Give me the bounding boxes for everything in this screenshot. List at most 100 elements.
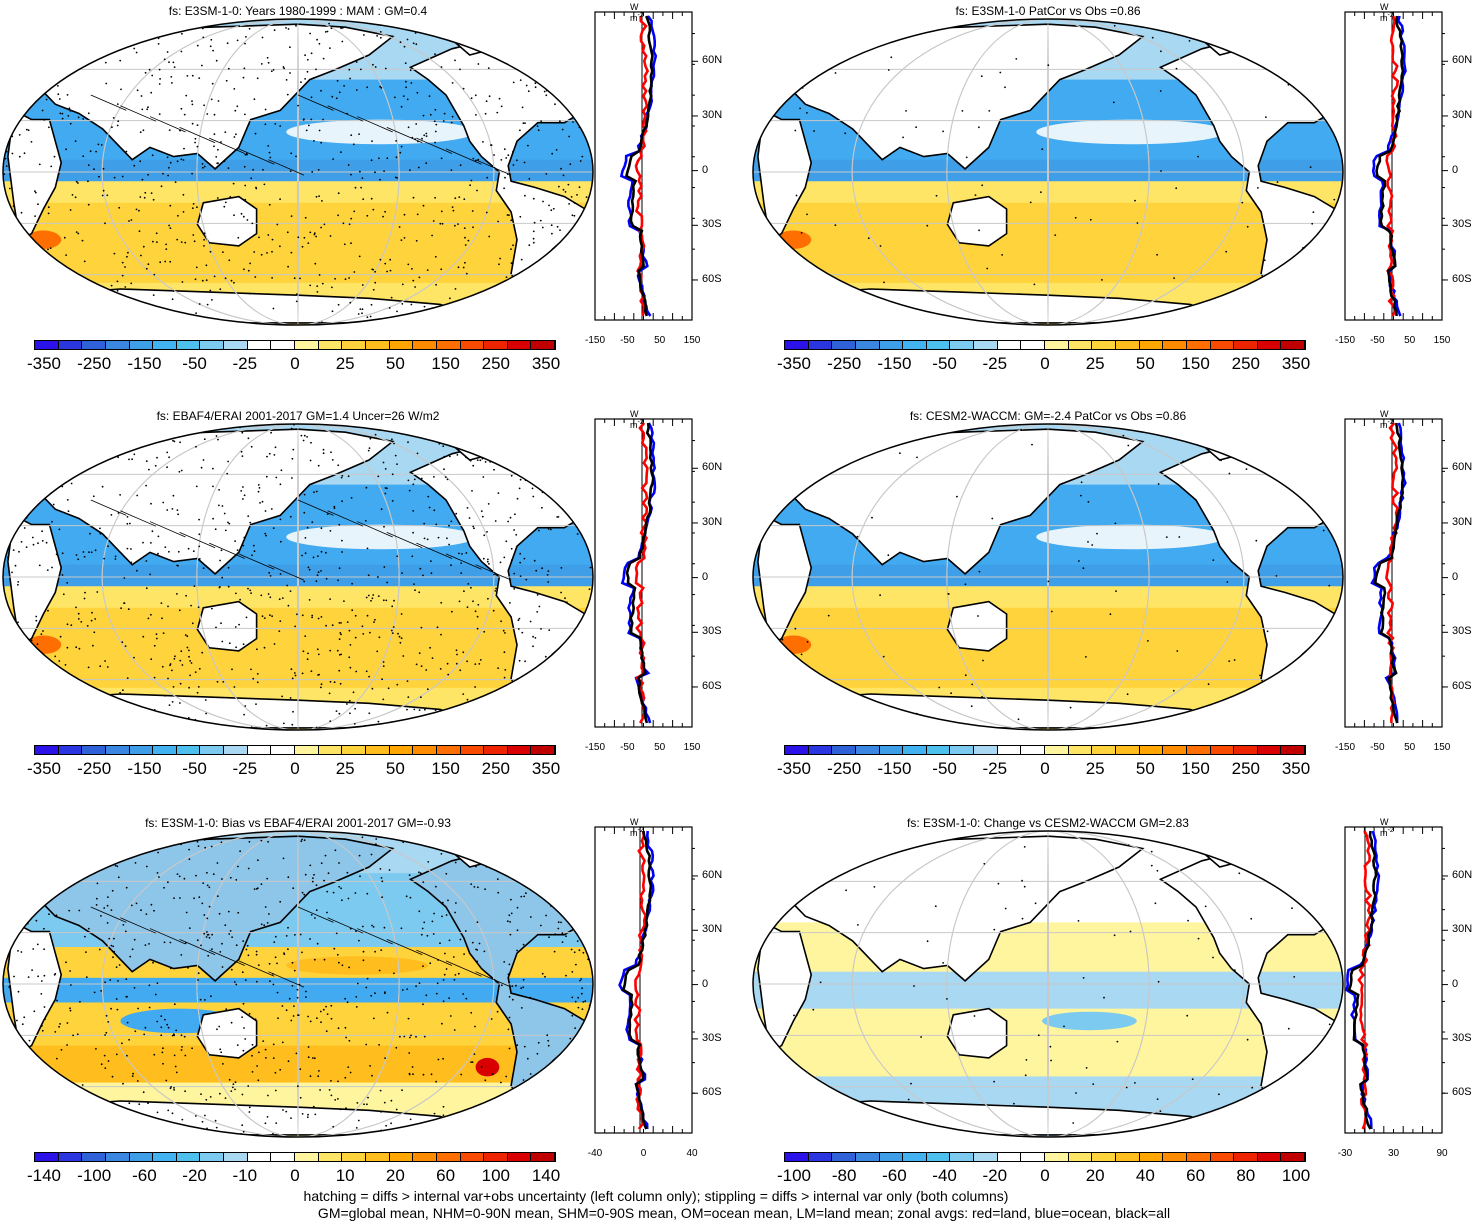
profile-unit-text: W m (1380, 2, 1389, 23)
panel-title: fs: CESM2-WACCM: GM=-2.4 PatCor vs Obs =… (909, 409, 1187, 423)
colorbar-swatch (176, 341, 201, 349)
colorbar-tick-label: 0 (290, 759, 300, 778)
colorbar-tick-label: 80 (1236, 1166, 1256, 1185)
colorbar-tick-label: -25 (232, 354, 258, 373)
colorbar-tick-label: -50 (182, 354, 207, 373)
colorbar-tick-label: -50 (932, 759, 957, 778)
colorbar (784, 1152, 1306, 1162)
colorbar-swatch (832, 746, 856, 754)
colorbar-tick-label: 25 (1085, 354, 1105, 373)
colorbar-swatch (1163, 1153, 1187, 1161)
colorbar-swatch (413, 1153, 437, 1161)
colorbar-tick-label: 150 (431, 759, 460, 778)
colorbar-swatch (1186, 746, 1211, 754)
colorbar-swatch (35, 341, 59, 349)
zonal-mean-profile (594, 826, 698, 1134)
profile-lat-label: 30N (702, 515, 723, 528)
colorbar-tick-label: -60 (882, 1166, 907, 1185)
colorbar-swatch (1210, 746, 1235, 754)
colorbar-tick-label: -100 (77, 1166, 112, 1185)
profile-x-tick-label: 50 (1404, 335, 1416, 346)
colorbar-swatch (855, 341, 880, 349)
colorbar-tick-label: -150 (877, 354, 912, 373)
profile-x-tick-label: 50 (654, 742, 666, 753)
colorbar-tick-label: 150 (1181, 354, 1210, 373)
map-plot (752, 423, 1344, 731)
colorbar-swatch (808, 341, 833, 349)
colorbar-tick-label: -150 (127, 354, 162, 373)
zonal-mean-profile (1344, 826, 1448, 1134)
profile-x-tick-label: 150 (683, 742, 701, 753)
colorbar-swatch (1021, 1153, 1046, 1161)
colorbar-tick-label: 25 (1085, 759, 1105, 778)
colorbar-swatch (1045, 746, 1069, 754)
colorbar-swatch (153, 341, 177, 349)
colorbar-swatch (997, 341, 1022, 349)
colorbar-tick-label: -20 (182, 1166, 207, 1185)
colorbar-swatch (82, 746, 106, 754)
profile-unit-text: W m (630, 2, 639, 23)
colorbar-swatch (997, 1153, 1022, 1161)
colorbar-swatch (1068, 746, 1093, 754)
profile-lat-label: 60S (1452, 679, 1472, 692)
colorbar-tick-label: -250 (77, 354, 112, 373)
profile-unit: W m-2 (1380, 2, 1394, 23)
colorbar-tick-label: -50 (182, 759, 207, 778)
colorbar-swatch (1139, 746, 1164, 754)
colorbar-tick-label: 40 (1135, 1166, 1155, 1185)
profile-unit-text: W m (630, 409, 639, 430)
colorbar-tick-label: 100 (1281, 1166, 1311, 1185)
profile-unit-exponent: -2 (1387, 12, 1394, 19)
colorbar-swatch (1186, 341, 1211, 349)
colorbar-swatch (1257, 746, 1282, 754)
profile-lat-label: 0 (702, 570, 709, 583)
profile-lat-label: 60N (702, 461, 723, 474)
colorbar-swatch (1092, 341, 1116, 349)
profile-lat-label: 60S (1452, 272, 1472, 285)
profile-x-tick-label: 90 (1436, 1148, 1448, 1159)
zonal-mean-profile (1344, 11, 1448, 321)
colorbar-swatch (1234, 1153, 1258, 1161)
colorbar (34, 745, 556, 755)
profile-lat-label: 60N (1452, 54, 1473, 67)
profile-lat-label: 60S (702, 272, 722, 285)
colorbar-swatch (342, 1153, 366, 1161)
colorbar-swatch (460, 341, 485, 349)
colorbar-swatch (531, 746, 556, 754)
land-zonal-line (1385, 15, 1400, 317)
profile-lat-label: 60S (1452, 1086, 1472, 1099)
colorbar-swatch (950, 746, 975, 754)
profile-lat-label: 30S (1452, 218, 1472, 231)
profile-x-tick-label: 0 (640, 1148, 647, 1159)
colorbar-swatch (295, 341, 319, 349)
colorbar-tick-label: 350 (531, 354, 561, 373)
colorbar-swatch (997, 746, 1022, 754)
colorbar-swatch (785, 1153, 809, 1161)
colorbar-tick-label: 250 (1231, 354, 1260, 373)
colorbar-swatch (879, 746, 904, 754)
profile-unit-text: W m (1380, 817, 1389, 838)
colorbar-swatch (1257, 341, 1282, 349)
colorbar-swatch (1045, 1153, 1069, 1161)
profile-lat-label: 60N (1452, 868, 1473, 881)
colorbar-tick-label: 25 (335, 759, 355, 778)
colorbar-swatch (460, 746, 485, 754)
colorbar-swatch (224, 1153, 248, 1161)
colorbar-swatch (176, 1153, 201, 1161)
colorbar-tick-label: -150 (127, 759, 162, 778)
profile-x-tick-label: 30 (1387, 1148, 1400, 1159)
colorbar (784, 340, 1306, 350)
colorbar-tick-label: 10 (335, 1166, 355, 1185)
map-plot (2, 18, 594, 326)
colorbar-swatch (105, 341, 130, 349)
colorbar-swatch (1281, 746, 1306, 754)
colorbar-swatch (974, 746, 998, 754)
colorbar-swatch (808, 1153, 833, 1161)
profile-unit: W m-2 (1380, 409, 1394, 430)
profile-unit-text: W m (1380, 409, 1389, 430)
panel-title: fs: E3SM-1-0: Change vs CESM2-WACCM GM=2… (907, 816, 1189, 830)
colorbar-swatch (318, 341, 343, 349)
colorbar-swatch (1139, 341, 1164, 349)
colorbar-swatch (82, 341, 106, 349)
colorbar-swatch (105, 1153, 130, 1161)
